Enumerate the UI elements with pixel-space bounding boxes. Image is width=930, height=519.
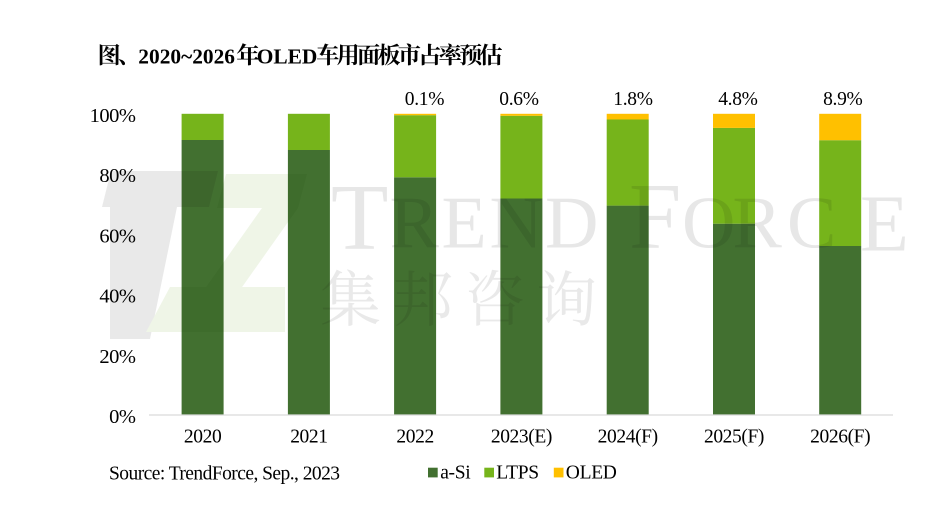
svg-text:R: R [390, 183, 440, 265]
svg-text:0.6%: 0.6% [499, 89, 538, 110]
svg-text:0%: 0% [109, 406, 136, 428]
svg-text:8.9%: 8.9% [823, 89, 862, 110]
svg-text:E: E [860, 181, 909, 269]
svg-text:OLED: OLED [566, 463, 617, 484]
svg-text:1.8%: 1.8% [613, 89, 652, 110]
svg-text:N: N [490, 183, 543, 265]
svg-text:T: T [331, 166, 388, 270]
svg-text:OLED: OLED [257, 44, 318, 68]
svg-text:F: F [629, 165, 681, 269]
svg-text:2020~2026: 2020~2026 [138, 44, 235, 68]
svg-text:2024(F): 2024(F) [598, 427, 658, 448]
svg-text:2021: 2021 [290, 427, 327, 448]
svg-text:D: D [545, 183, 598, 265]
svg-text:2026(F): 2026(F) [810, 427, 870, 448]
svg-text:C: C [787, 183, 836, 265]
svg-text:4.8%: 4.8% [718, 89, 757, 110]
svg-text:2025(F): 2025(F) [704, 427, 764, 448]
svg-text:20%: 20% [99, 346, 136, 368]
svg-text:2023(E): 2023(E) [491, 427, 552, 448]
svg-text:40%: 40% [99, 286, 136, 308]
svg-text:0.1%: 0.1% [405, 89, 444, 110]
svg-text:O: O [682, 183, 735, 265]
svg-text:2022: 2022 [396, 427, 433, 448]
svg-text:R: R [733, 183, 783, 265]
svg-text:E: E [442, 183, 487, 265]
svg-text:80%: 80% [99, 165, 136, 187]
svg-text:2020: 2020 [184, 427, 221, 448]
svg-text:LTPS: LTPS [496, 463, 539, 484]
svg-text:100%: 100% [90, 105, 136, 127]
svg-text:a-Si: a-Si [440, 463, 471, 484]
svg-text:60%: 60% [99, 225, 136, 247]
svg-text:Source: TrendForce, Sep., 2023: Source: TrendForce, Sep., 2023 [109, 463, 340, 484]
